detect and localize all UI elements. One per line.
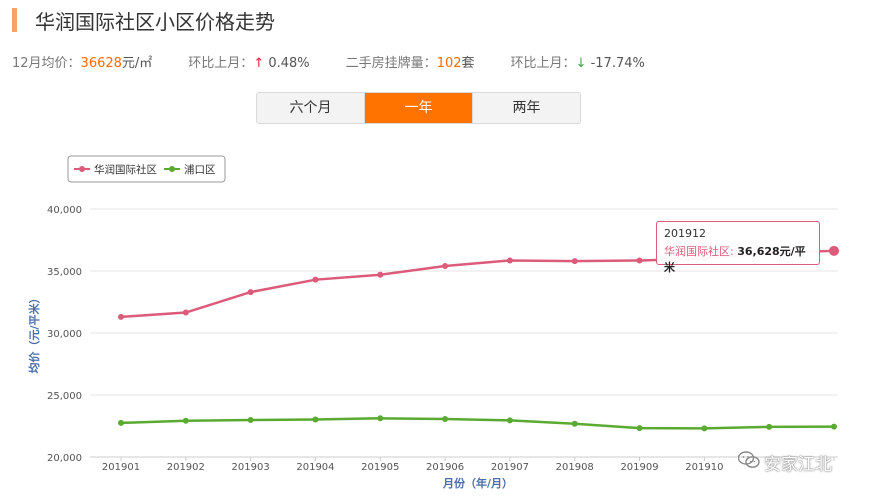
x-tick-label: 201903 (232, 462, 270, 473)
price-stats: 12月均价：36628元/㎡ 环比上月：↑ 0.48% 二手房挂牌量：102套 … (12, 52, 681, 71)
x-tick-label: 201909 (620, 462, 658, 473)
series-1-point (506, 257, 513, 264)
series-2-point (118, 419, 124, 426)
legend-label: 华润国际社区 (94, 163, 157, 176)
series-1-point (829, 245, 839, 256)
x-tick-label: 201908 (556, 462, 594, 473)
avg-price-value: 36628 (80, 56, 122, 71)
series-1-point (312, 276, 319, 283)
x-tick-label: 201907 (491, 462, 529, 473)
x-axis-title: 月份（年/月） (442, 476, 513, 490)
price-mom-value: 0.48% (268, 56, 310, 71)
listing-stat: 二手房挂牌量：102套 (346, 52, 475, 71)
x-tick-label: 201904 (296, 462, 334, 473)
title-accent-bar (12, 8, 17, 32)
y-tick-label: 40,000 (47, 205, 82, 216)
page-title: 华润国际社区小区价格走势 (35, 9, 275, 34)
legend-label: 浦口区 (184, 163, 216, 176)
tab-two-years[interactable]: 两年 (473, 93, 580, 123)
listing-mom-value: -17.74% (590, 56, 645, 71)
listing-unit: 套 (461, 56, 475, 71)
series-2-point (506, 417, 513, 424)
x-tick-label: 201901 (102, 462, 140, 473)
tab-six-months[interactable]: 六个月 (257, 93, 365, 123)
y-tick-label: 20,000 (47, 453, 82, 464)
series-1-point (182, 309, 189, 316)
series-2-point (247, 417, 254, 424)
series-2-point (182, 417, 189, 424)
avg-price-unit: 元/㎡ (121, 56, 153, 71)
legend-box (67, 155, 226, 183)
chart-tooltip: 201912 华润国际社区: 36,628元/平米 (656, 221, 820, 274)
series-2-point (701, 425, 708, 432)
series-1-point (247, 289, 254, 296)
watermark: 安家江北 (737, 450, 832, 475)
tooltip-series-name: 华润国际社区: (664, 245, 738, 258)
price-mom-label: 环比上月： (188, 56, 254, 71)
series-2-point (442, 416, 449, 423)
listing-mom-stat: 环比上月：↓ -17.74% (511, 52, 645, 71)
y-tick-label: 30,000 (47, 329, 82, 340)
tab-one-year[interactable]: 一年 (365, 93, 473, 123)
tooltip-value: 36,628元/平米 (664, 245, 806, 274)
x-tick-label: 201906 (426, 462, 464, 473)
series-2-point (312, 416, 319, 423)
series-1-point (442, 263, 449, 270)
arrow-down-icon: ↓ (575, 56, 587, 71)
series-2-point (766, 423, 773, 430)
avg-price-stat: 12月均价：36628元/㎡ (12, 52, 152, 71)
series-2-point (831, 423, 837, 430)
title-bar: 华润国际社区小区价格走势 (12, 6, 275, 34)
x-tick-label: 201902 (167, 462, 205, 473)
series-1-point (377, 271, 384, 278)
listing-label: 二手房挂牌量： (345, 56, 437, 71)
tooltip-x-value: 201912 (664, 227, 706, 240)
series-2-point (636, 425, 643, 432)
series-line-2 (120, 417, 835, 430)
legend-marker (79, 166, 85, 172)
legend-marker (169, 166, 175, 172)
y-axis-title: 均价（元/平米） (27, 292, 41, 373)
series-1-point (636, 257, 643, 264)
price-mom-stat: 环比上月：↑ 0.48% (188, 52, 309, 71)
y-tick-label: 25,000 (47, 391, 82, 402)
listing-value: 102 (436, 56, 462, 71)
x-tick-label: 201910 (685, 462, 723, 473)
y-tick-label: 35,000 (47, 267, 82, 278)
series-1-point (118, 313, 124, 320)
watermark-text: 安家江北 (764, 455, 832, 475)
x-tick-label: 201905 (361, 462, 399, 473)
series-1-point (571, 258, 578, 265)
period-tabs: 六个月 一年 两年 (256, 92, 581, 124)
listing-mom-label: 环比上月： (510, 56, 576, 71)
series-2-point (377, 415, 384, 422)
avg-price-label: 12月均价： (12, 56, 81, 71)
series-2-point (571, 420, 578, 427)
wechat-icon (737, 451, 760, 474)
arrow-up-icon: ↑ (253, 56, 265, 71)
